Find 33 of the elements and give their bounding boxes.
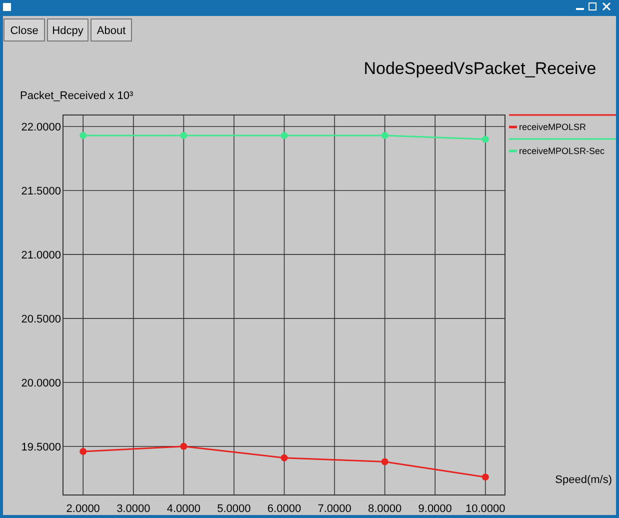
text: Hdcpy: [52, 25, 84, 37]
point: [80, 448, 87, 455]
x-tick-label: 5.0000: [217, 503, 251, 515]
point: [180, 442, 188, 450]
chart-title: NodeSpeedVsPacket_Receive: [364, 59, 596, 78]
y-tick-label: 22.0000: [21, 122, 61, 134]
legend-label: receiveMPOLSR-Sec: [519, 146, 606, 156]
point: [482, 136, 489, 143]
x-tick-label: 6.0000: [267, 503, 302, 515]
y-tick-label: 21.0000: [21, 249, 61, 262]
y-axis-title: Packet_Received x 10³: [20, 90, 134, 102]
x-tick-label: 4.0000: [166, 503, 201, 515]
point: [280, 132, 288, 139]
text: Close: [10, 25, 38, 37]
point: [80, 132, 87, 139]
y-tick-label: 19.5000: [21, 441, 61, 454]
x-axis-title: Speed(m/s): [555, 474, 612, 486]
x-tick-label: 8.0000: [368, 503, 402, 515]
legend-label: receiveMPOLSR: [519, 122, 587, 132]
point: [180, 132, 188, 139]
x-tick-label: 3.0000: [116, 503, 150, 515]
x-tick-label: 10.0000: [466, 503, 506, 515]
point: [381, 132, 388, 139]
point: [381, 458, 388, 466]
text: About: [96, 25, 126, 37]
x-tick-label: 9.0000: [418, 503, 452, 515]
y-tick-label: 20.0000: [21, 377, 61, 390]
point: [482, 474, 489, 481]
y-tick-label: 21.5000: [21, 185, 61, 198]
x-tick-label: 7.0000: [318, 503, 352, 515]
y-tick-label: 20.5000: [21, 313, 61, 326]
x-tick-label: 2.0000: [66, 503, 100, 515]
point: [280, 454, 288, 462]
